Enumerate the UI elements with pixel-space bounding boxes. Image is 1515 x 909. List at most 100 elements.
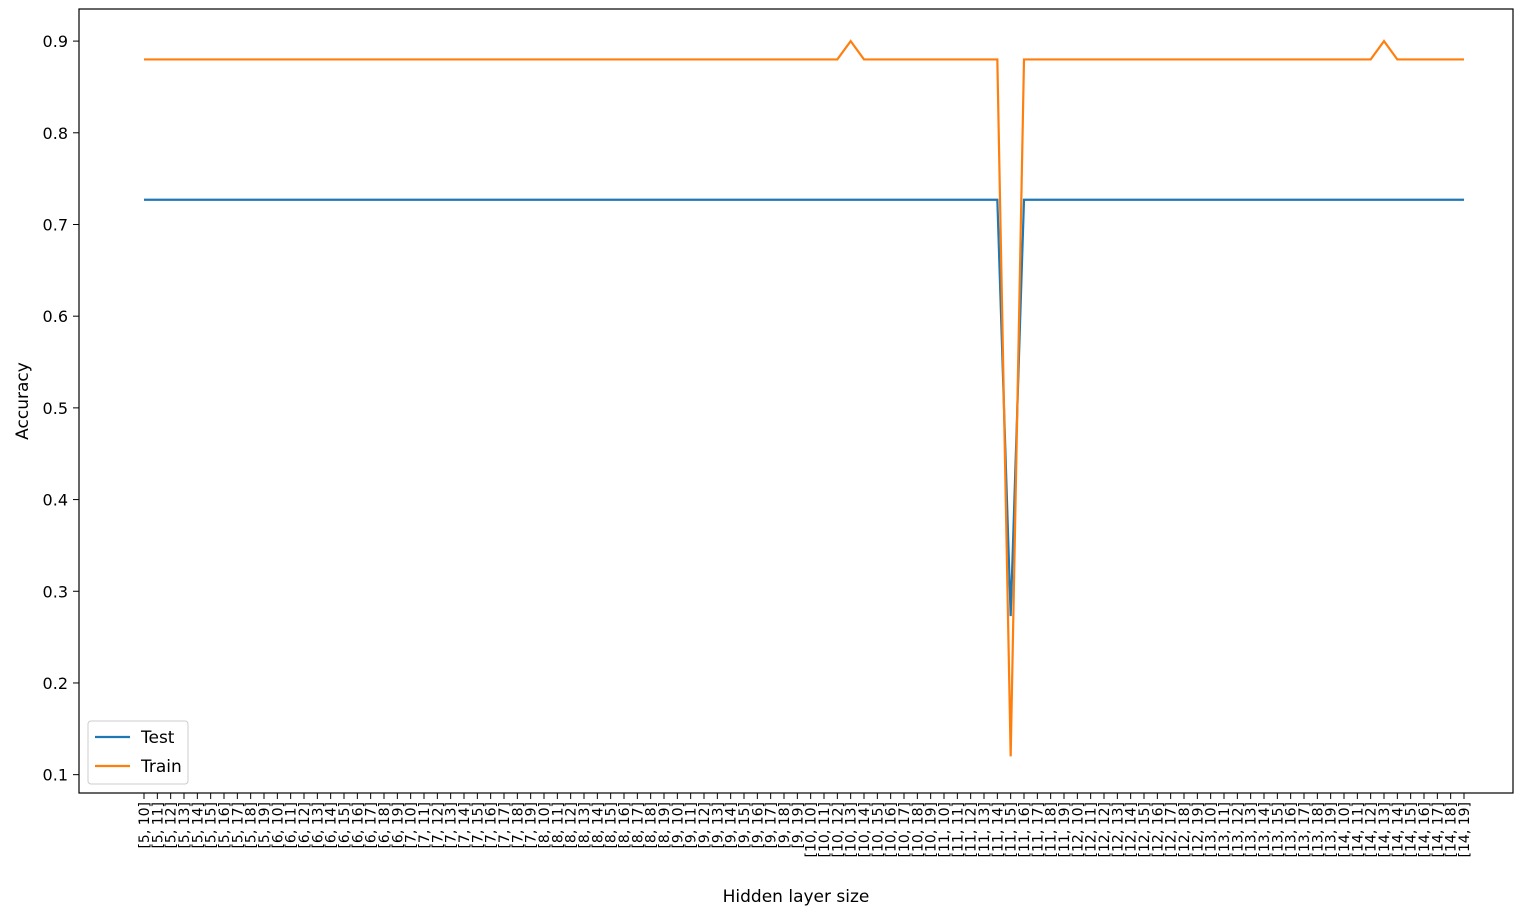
x-axis-label: Hidden layer size (723, 887, 870, 907)
y-axis-label: Accuracy (13, 362, 33, 440)
y-tick-label: 0.1 (43, 766, 68, 785)
x-tick-label: [12, 13] (1110, 802, 1126, 857)
x-tick-label: [9, 12] (697, 802, 713, 849)
x-tick-label: [14, 10] (1337, 802, 1353, 857)
x-tick-label: [14, 15] (1404, 802, 1420, 857)
x-tick-label: [8, 18] (644, 802, 660, 849)
x-tick-label: [8, 14] (590, 802, 606, 849)
x-tick-label: [6, 19] (390, 802, 406, 849)
legend-label-test: Test (140, 728, 175, 748)
x-tick-label: [13, 19] (1324, 802, 1340, 857)
x-tick-label: [14, 12] (1364, 802, 1380, 857)
series-lines (144, 39, 1464, 757)
x-tick-label: [12, 10] (1070, 802, 1086, 857)
x-tick-label: [11, 10] (937, 802, 953, 857)
x-tick-label: [10, 13] (844, 802, 860, 857)
x-tick-label: [6, 15] (337, 802, 353, 849)
x-tick-label: [7, 17] (497, 802, 513, 849)
x-tick-label: [9, 15] (737, 802, 753, 849)
x-tick-label: [11, 18] (1044, 802, 1060, 857)
x-tick-label: [5, 16] (217, 802, 233, 849)
x-tick-label: [6, 13] (310, 802, 326, 849)
y-axis-ticks: 0.1 0.2 0.3 0.4 0.5 0.6 0.7 0.8 0.9 (43, 32, 79, 785)
x-tick-label: [7, 12] (430, 802, 446, 849)
x-tick-label: [12, 12] (1097, 802, 1113, 857)
x-tick-label: [10, 19] (924, 802, 940, 857)
x-tick-label: [12, 14] (1124, 802, 1140, 857)
x-tick-label: [13, 11] (1217, 802, 1233, 857)
x-tick-label: [8, 15] (604, 802, 620, 849)
x-tick-label: [10, 18] (910, 802, 926, 857)
x-tick-label: [6, 10] (270, 802, 286, 849)
plot-area-frame (78, 8, 1514, 794)
x-axis-ticks: [5, 10][5, 11][5, 12][5, 13][5, 14][5, 1… (137, 793, 1473, 857)
y-tick-label: 0.5 (43, 399, 68, 418)
x-tick-label: [9, 11] (684, 802, 700, 849)
x-tick-label: [13, 15] (1270, 802, 1286, 857)
x-tick-label: [9, 17] (764, 802, 780, 849)
y-tick-label: 0.4 (43, 491, 68, 510)
x-tick-label: [11, 16] (1017, 802, 1033, 857)
x-tick-label: [9, 14] (724, 802, 740, 849)
x-tick-label: [14, 11] (1350, 802, 1366, 857)
x-tick-label: [13, 14] (1257, 802, 1273, 857)
x-tick-label: [12, 17] (1164, 802, 1180, 857)
x-tick-label: [5, 18] (244, 802, 260, 849)
x-tick-label: [13, 10] (1204, 802, 1220, 857)
x-tick-label: [7, 16] (484, 802, 500, 849)
chart-legend: Test Train (87, 720, 189, 785)
x-tick-label: [7, 11] (417, 802, 433, 849)
x-tick-label: [10, 17] (897, 802, 913, 857)
x-tick-label: [7, 13] (444, 802, 460, 849)
y-tick-label: 0.7 (43, 215, 68, 234)
series-line-test (144, 198, 1464, 617)
x-tick-label: [13, 13] (1244, 802, 1260, 857)
x-tick-label: [10, 15] (870, 802, 886, 857)
x-tick-label: [5, 13] (177, 802, 193, 849)
x-tick-label: [12, 16] (1150, 802, 1166, 857)
x-tick-label: [5, 10] (137, 802, 153, 849)
x-tick-label: [14, 19] (1457, 802, 1473, 857)
x-tick-label: [6, 12] (297, 802, 313, 849)
x-tick-label: [14, 18] (1444, 802, 1460, 857)
x-tick-label: [6, 17] (364, 802, 380, 849)
x-tick-label: [11, 12] (964, 802, 980, 857)
x-tick-label: [12, 19] (1190, 802, 1206, 857)
y-tick-label: 0.6 (43, 307, 68, 326)
x-tick-label: [11, 17] (1030, 802, 1046, 857)
x-tick-label: [11, 19] (1057, 802, 1073, 857)
legend-label-train: Train (140, 757, 182, 777)
x-tick-label: [9, 10] (670, 802, 686, 849)
y-tick-label: 0.3 (43, 582, 68, 601)
x-tick-label: [10, 14] (857, 802, 873, 857)
x-tick-label: [14, 17] (1430, 802, 1446, 857)
x-tick-label: [6, 14] (324, 802, 340, 849)
x-tick-label: [8, 17] (630, 802, 646, 849)
x-tick-label: [10, 16] (884, 802, 900, 857)
x-tick-label: [7, 18] (510, 802, 526, 849)
x-tick-label: [10, 11] (817, 802, 833, 857)
series-line-train (144, 39, 1464, 757)
y-tick-label: 0.2 (43, 674, 68, 693)
x-tick-label: [13, 17] (1297, 802, 1313, 857)
x-tick-label: [5, 15] (204, 802, 220, 849)
x-tick-label: [11, 13] (977, 802, 993, 857)
x-tick-label: [9, 18] (777, 802, 793, 849)
x-tick-label: [8, 16] (617, 802, 633, 849)
x-tick-label: [10, 12] (830, 802, 846, 857)
x-tick-label: [14, 14] (1390, 802, 1406, 857)
x-tick-label: [8, 10] (537, 802, 553, 849)
x-tick-label: [5, 11] (150, 802, 166, 849)
x-tick-label: [11, 11] (950, 802, 966, 857)
x-tick-label: [8, 13] (577, 802, 593, 849)
x-tick-label: [14, 13] (1377, 802, 1393, 857)
y-tick-label: 0.8 (43, 124, 68, 143)
x-tick-label: [12, 11] (1084, 802, 1100, 857)
x-tick-label: [5, 17] (230, 802, 246, 849)
y-tick-label: 0.9 (43, 32, 68, 51)
x-tick-label: [6, 11] (284, 802, 300, 849)
x-tick-label: [7, 14] (457, 802, 473, 849)
x-tick-label: [5, 14] (190, 802, 206, 849)
x-tick-label: [11, 15] (1004, 802, 1020, 857)
